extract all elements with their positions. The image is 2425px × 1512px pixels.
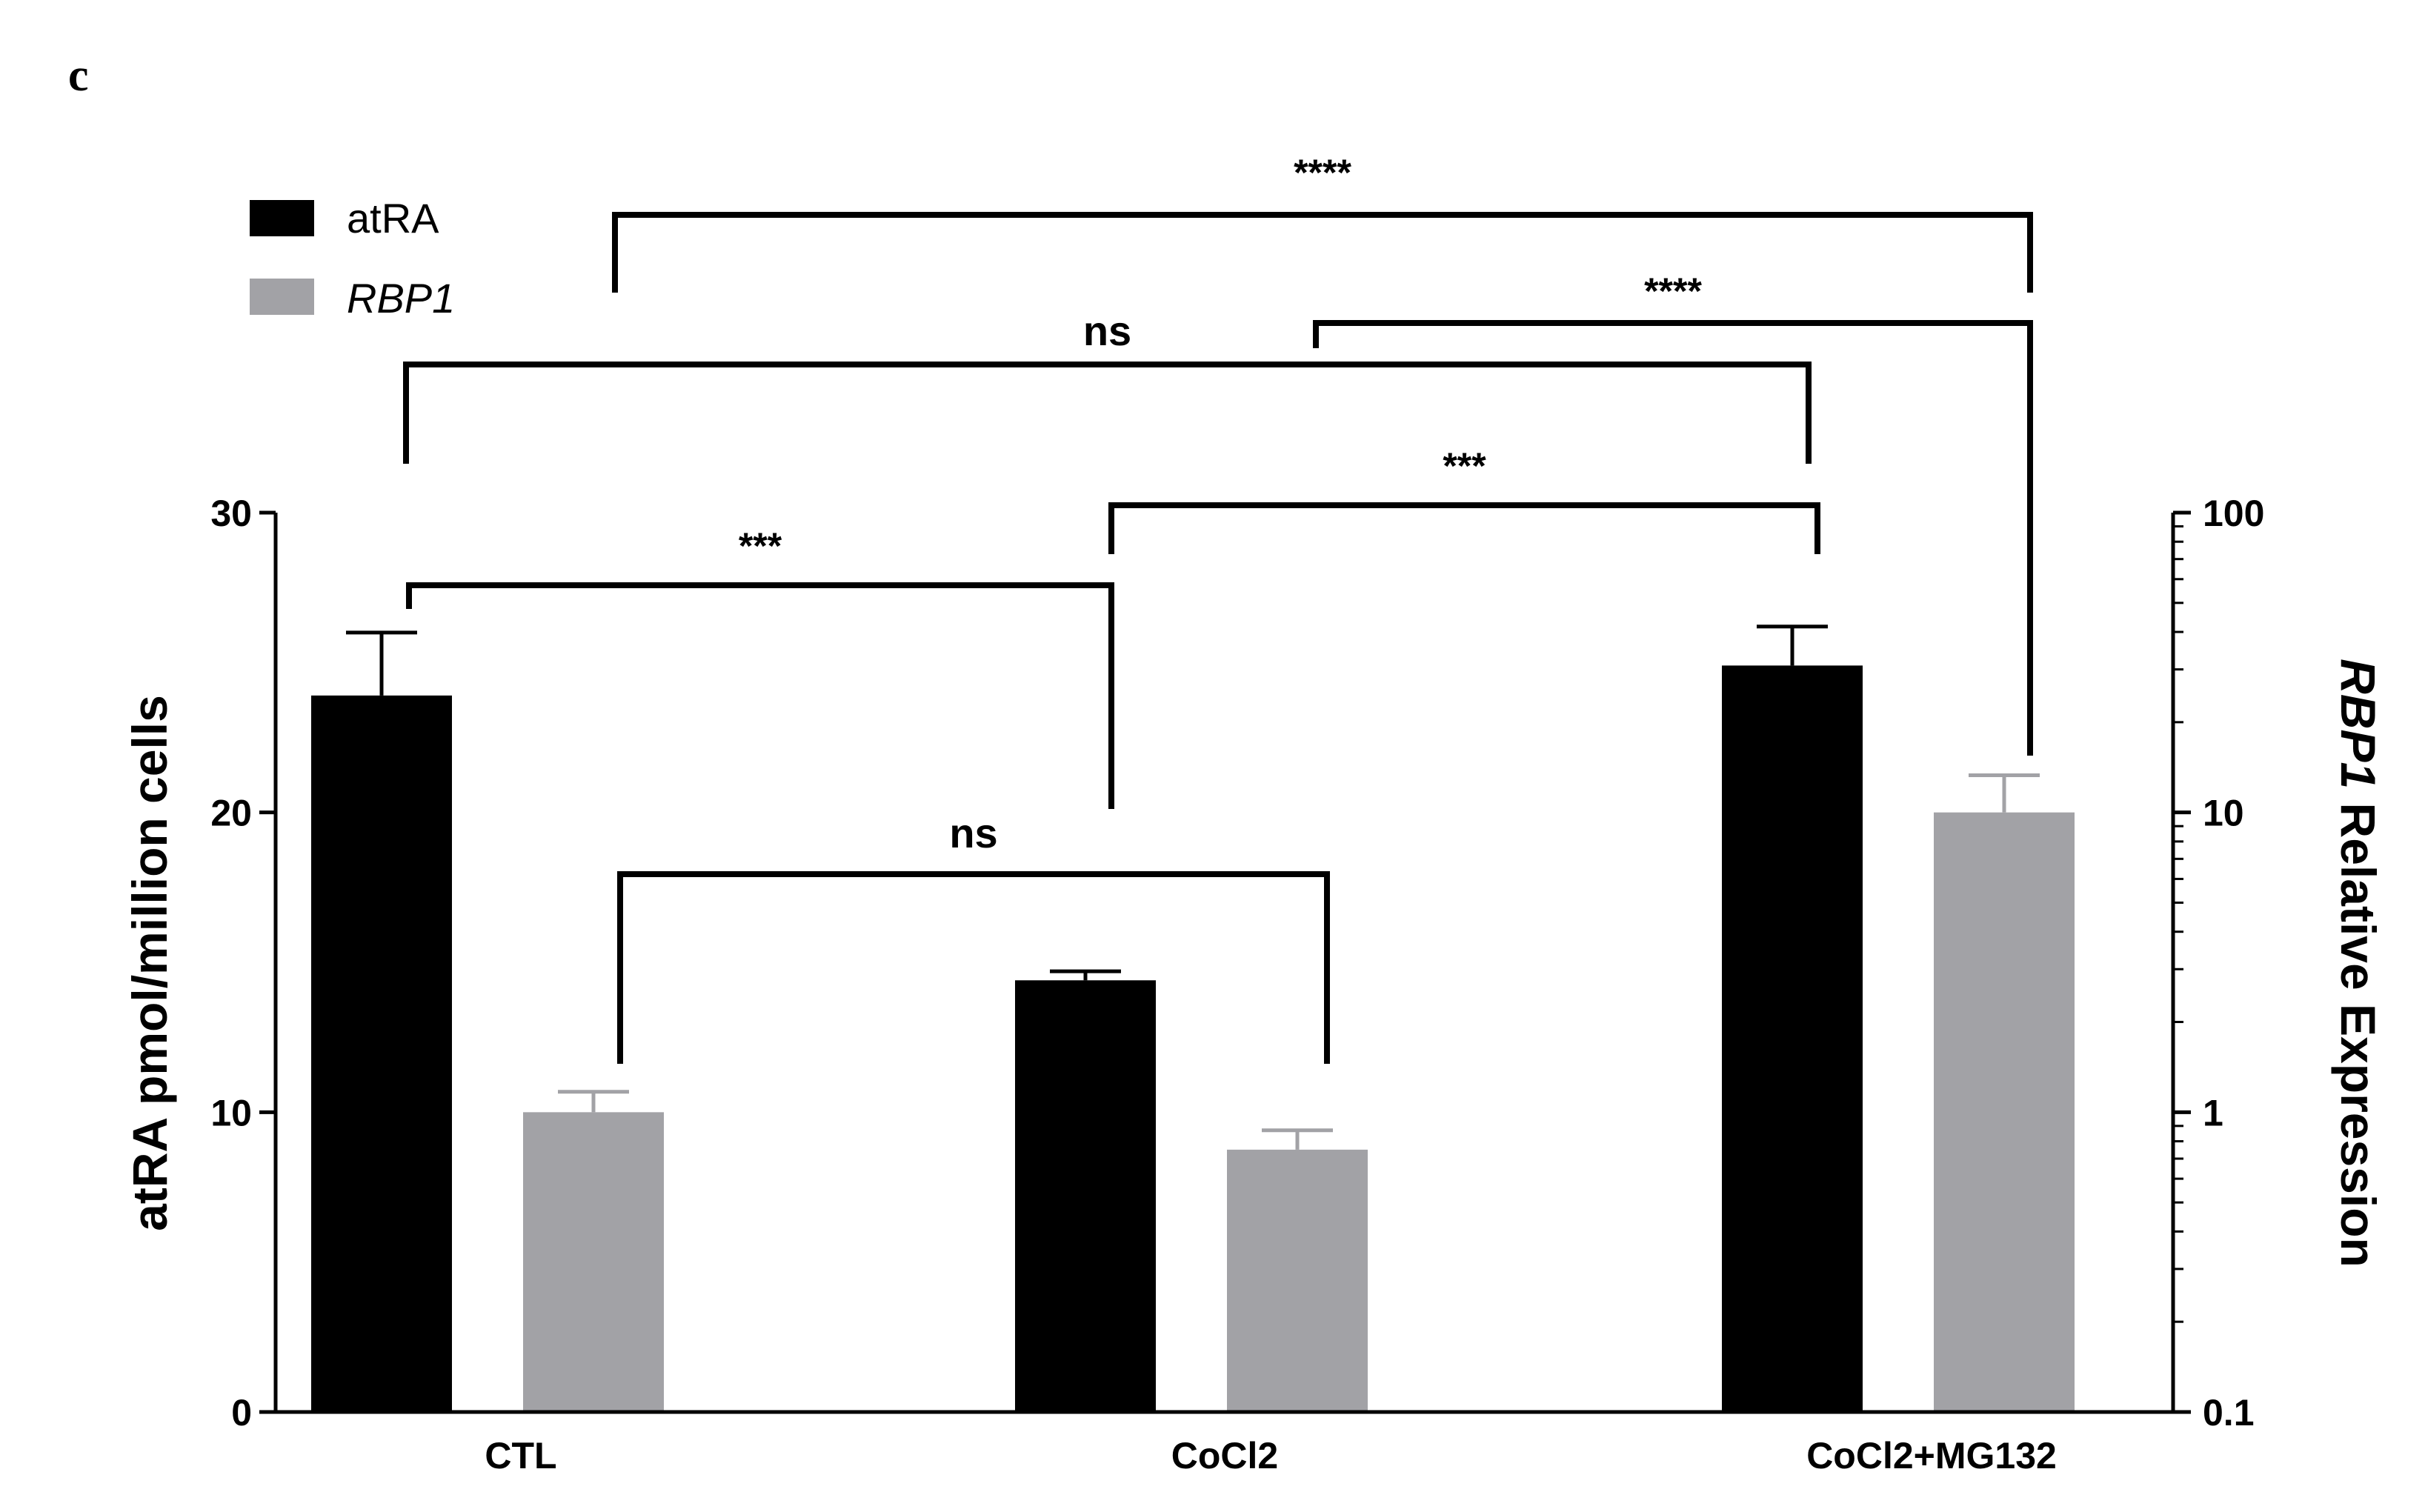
significance-label: ns	[1083, 307, 1131, 354]
x-tick-label: CTL	[485, 1435, 556, 1476]
right-tick-label: 1	[2203, 1092, 2223, 1133]
bar-atRA-CTL	[311, 695, 452, 1412]
right-axis-title: RBP1 Relative Expression	[2331, 659, 2386, 1268]
right-axis-ticks: 0.1 1 10 100	[2173, 493, 2264, 1433]
significance-bracket	[1313, 320, 2033, 756]
right-axis-title-rest: Relative Expression	[2331, 789, 2386, 1268]
right-tick-label: 0.1	[2203, 1392, 2255, 1433]
left-axis-ticks: 0 10 20 30	[210, 493, 276, 1433]
panel-label: c	[68, 50, 89, 101]
bar-RBP1-CoCl2+MG132	[1934, 812, 2075, 1412]
significance-label: ****	[1644, 270, 1702, 312]
bar-RBP1-CTL	[523, 1112, 664, 1412]
error-bars	[346, 625, 2040, 1150]
significance-bracket	[403, 362, 1812, 464]
right-axis-title-italic: RBP1	[2331, 659, 2386, 789]
x-axis-labels: CTL CoCl2 CoCl2+MG132	[485, 1435, 2056, 1476]
axes	[273, 513, 2175, 1414]
right-tick-label: 10	[2203, 793, 2244, 834]
significance-brackets: *** ns *** ns **** ****	[403, 152, 2033, 1064]
left-tick-label: 10	[210, 1092, 252, 1133]
right-tick-label: 100	[2203, 493, 2264, 534]
bar-atRA-CoCl2+MG132	[1722, 665, 1863, 1412]
bar-RBP1-CoCl2	[1227, 1149, 1368, 1412]
significance-bracket	[617, 871, 1330, 1064]
significance-bracket	[612, 212, 2033, 293]
significance-bracket	[1108, 502, 1820, 554]
significance-label: ***	[739, 525, 782, 567]
legend: atRA RBP1	[250, 195, 455, 322]
left-tick-label: 20	[210, 793, 252, 834]
bar-atRA-CoCl2	[1015, 980, 1156, 1412]
left-tick-label: 0	[231, 1392, 252, 1433]
x-tick-label: CoCl2	[1171, 1435, 1278, 1476]
left-axis-title: atRA pmol/million cells	[122, 695, 177, 1231]
legend-swatch-atRA	[250, 200, 314, 236]
legend-label-atRA: atRA	[347, 195, 439, 242]
x-tick-label: CoCl2+MG132	[1806, 1435, 2057, 1476]
bars	[311, 665, 2075, 1412]
significance-label: ns	[949, 810, 997, 856]
legend-swatch-RBP1	[250, 279, 314, 315]
significance-bracket	[406, 582, 1114, 809]
legend-label-RBP1: RBP1	[347, 275, 455, 322]
left-tick-label: 30	[210, 493, 252, 534]
significance-label: ****	[1294, 152, 1351, 193]
significance-label: ***	[1443, 445, 1486, 487]
